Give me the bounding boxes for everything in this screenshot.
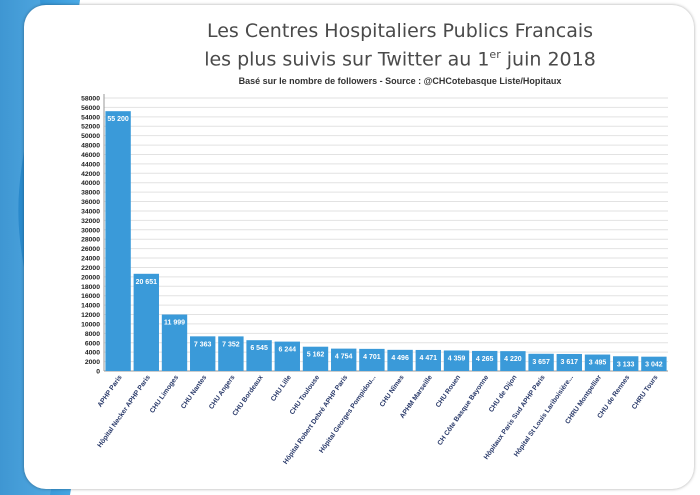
- y-tick-label: 58000: [81, 96, 100, 103]
- bar: [584, 354, 611, 371]
- bar-value-label: 5 162: [307, 352, 325, 359]
- bar: [500, 351, 526, 371]
- bar: [359, 348, 385, 371]
- x-category-label: CHU Bordeaux: [231, 374, 264, 417]
- bar-value-label: 3 657: [532, 359, 550, 366]
- y-tick-label: 8000: [85, 331, 100, 338]
- y-tick-label: 48000: [81, 143, 100, 150]
- x-category-label: CHU de Rennes: [596, 374, 631, 420]
- bar: [161, 314, 188, 371]
- y-tick-label: 42000: [81, 171, 100, 178]
- y-tick-label: 4000: [85, 350, 100, 357]
- bar: [302, 346, 329, 371]
- bar-value-label: 55 200: [107, 116, 129, 123]
- x-category-label: CHU Limoges: [149, 374, 180, 415]
- y-tick-label: 28000: [81, 237, 100, 244]
- bar: [415, 349, 441, 371]
- y-tick-label: 24000: [81, 256, 100, 263]
- bar-value-label: 7 363: [194, 341, 212, 348]
- y-tick-label: 14000: [81, 303, 100, 310]
- y-tick-label: 2000: [85, 359, 100, 366]
- bar: [472, 350, 498, 371]
- bar-value-label: 4 265: [476, 356, 494, 363]
- x-category-label: CHU Lille: [270, 374, 293, 403]
- bar: [443, 350, 470, 371]
- bar: [641, 356, 667, 371]
- y-tick-label: 12000: [81, 312, 100, 319]
- bar-value-label: 20 651: [136, 279, 158, 286]
- x-category-label: CHU Rouen: [435, 374, 462, 409]
- bar: [105, 111, 131, 371]
- bar-value-label: 3 495: [589, 360, 607, 367]
- bar: [274, 341, 300, 371]
- bar: [387, 349, 413, 371]
- y-tick-label: 46000: [81, 152, 100, 159]
- bar-value-label: 4 359: [448, 355, 466, 362]
- x-category-label: CHU Toulouse: [289, 374, 321, 416]
- bar-value-label: 4 220: [504, 356, 522, 363]
- y-tick-label: 34000: [81, 208, 100, 215]
- bar-value-label: 7 352: [222, 341, 240, 348]
- y-tick-label: 10000: [81, 321, 100, 328]
- bar: [331, 348, 357, 371]
- chart-title-superscript: er: [489, 48, 501, 61]
- bar-value-label: 6 545: [250, 345, 268, 352]
- x-category-label: CHU Angers: [208, 374, 237, 411]
- bar: [133, 273, 159, 371]
- bar-value-label: 3 042: [645, 362, 663, 369]
- bar-value-label: 3 133: [617, 361, 635, 368]
- y-tick-label: 52000: [81, 124, 100, 131]
- bar-value-label: 3 617: [561, 359, 579, 366]
- bar-value-label: 4 754: [335, 354, 353, 361]
- x-category-label: APHM Marseille: [399, 374, 434, 420]
- x-category-label: APHP Paris: [97, 374, 124, 409]
- x-category-label: Hôpital Georges Pompidou...: [318, 374, 377, 455]
- x-category-label: CH Côte Basque Bayonne: [437, 374, 491, 447]
- y-tick-label: 44000: [81, 161, 100, 168]
- y-tick-label: 32000: [81, 218, 100, 225]
- y-tick-label: 30000: [81, 227, 100, 234]
- chart-title-line-2-text: les plus suivis sur Twitter au 1: [204, 48, 490, 71]
- chart-title-line-2: les plus suivis sur Twitter au 1er juin …: [120, 48, 680, 70]
- x-category-label: Hôpital St Louis Lariboisière...: [513, 374, 575, 458]
- bar: [528, 353, 554, 371]
- y-tick-label: 16000: [81, 293, 100, 300]
- bar-value-label: 11 999: [164, 320, 185, 327]
- chart-subtitle: Basé sur le nombre de followers - Source…: [238, 76, 562, 86]
- chart-title-line-1: Les Centres Hospitaliers Publics Francai…: [206, 20, 594, 42]
- y-tick-label: 50000: [81, 133, 100, 140]
- bar-value-label: 4 496: [391, 355, 409, 362]
- x-category-label: Hôpital Necker APHP Paris: [97, 374, 152, 449]
- x-category-label: CHU Nîmes: [379, 374, 406, 409]
- x-category-label: CHU de Dijon: [488, 374, 519, 414]
- bar: [218, 336, 244, 371]
- y-tick-label: 0: [96, 369, 100, 376]
- bar-value-label: 6 244: [279, 347, 297, 354]
- bar: [190, 336, 216, 371]
- y-tick-label: 6000: [85, 340, 100, 347]
- y-tick-label: 20000: [81, 274, 100, 281]
- chart-card: [24, 5, 694, 489]
- y-tick-label: 18000: [81, 284, 100, 291]
- y-tick-label: 38000: [81, 190, 100, 197]
- x-category-label: Hôpitaux Paris Sud APHP Paris: [483, 374, 547, 461]
- y-tick-label: 56000: [81, 105, 100, 112]
- bar-value-label: 4 701: [363, 354, 381, 361]
- bar-value-label: 4 471: [420, 355, 438, 362]
- y-tick-label: 26000: [81, 246, 100, 253]
- y-tick-label: 54000: [81, 114, 100, 121]
- bar: [613, 356, 639, 371]
- y-tick-label: 36000: [81, 199, 100, 206]
- y-tick-label: 22000: [81, 265, 100, 272]
- bar: [246, 340, 272, 371]
- x-category-label: CHRU Tours: [631, 374, 660, 411]
- x-category-label: CHU Nantes: [180, 374, 208, 410]
- y-tick-label: 40000: [81, 180, 100, 187]
- bar: [556, 353, 582, 371]
- chart-title-line-2-date: juin 2018: [500, 48, 596, 71]
